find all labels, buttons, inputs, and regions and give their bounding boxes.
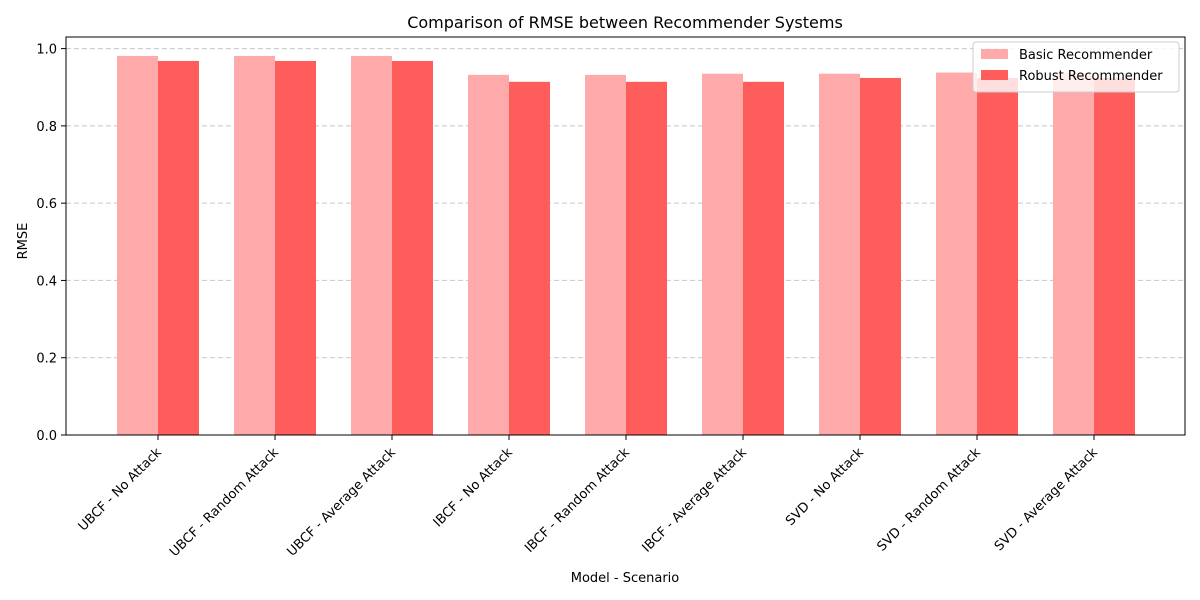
x-axis-label: Model - Scenario <box>571 571 680 586</box>
bar-basic <box>819 73 860 435</box>
bar-robust <box>158 60 199 436</box>
bar-basic <box>1053 72 1094 436</box>
legend-swatch <box>981 49 1008 59</box>
y-tick-label: 0.8 <box>36 120 57 135</box>
x-tick-label: UBCF - Average Attack <box>284 445 399 560</box>
bar-basic <box>702 73 743 435</box>
bar-robust <box>1094 77 1135 435</box>
x-tick-label: IBCF - Average Attack <box>639 445 750 556</box>
x-tick-label: SVD - Random Attack <box>875 445 985 555</box>
bars <box>117 55 1135 436</box>
x-tick-label: UBCF - No Attack <box>76 445 165 534</box>
bar-robust <box>860 77 901 435</box>
y-tick-label: 0.0 <box>36 429 57 444</box>
legend: Basic Recommender Robust Recommender <box>972 41 1180 93</box>
bar-basic <box>117 55 158 435</box>
x-axis: UBCF - No Attack UBCF - Random Attack UBCF… <box>76 435 1101 560</box>
bar-robust <box>275 60 316 436</box>
bar-robust <box>743 81 784 435</box>
bar-basic <box>468 74 509 436</box>
y-tick-label: 0.2 <box>36 352 57 367</box>
y-tick-label: 0.4 <box>36 274 57 289</box>
legend-swatch <box>981 70 1008 80</box>
legend-label: Basic Recommender <box>1019 48 1153 63</box>
x-tick-label: SVD - Average Attack <box>992 445 1101 554</box>
x-tick-label: SVD - No Attack <box>783 445 867 529</box>
bar-basic <box>351 55 392 435</box>
bar-basic <box>234 55 275 435</box>
bar-robust <box>977 77 1018 435</box>
x-tick-label: UBCF - Random Attack <box>167 445 282 560</box>
x-tick-label: IBCF - Random Attack <box>522 445 633 556</box>
y-tick-label: 1.0 <box>36 43 57 58</box>
bar-robust <box>626 81 667 435</box>
y-tick-label: 0.6 <box>36 197 57 212</box>
y-axis: 0.0 0.2 0.4 0.6 0.8 1.0 <box>36 43 66 444</box>
legend-box <box>972 41 1180 93</box>
bar-basic <box>936 72 977 436</box>
bar-robust <box>509 81 550 435</box>
y-axis-label: RMSE <box>16 223 31 260</box>
bar-robust <box>392 60 433 436</box>
x-tick-label: IBCF - No Attack <box>431 445 516 530</box>
bar-basic <box>585 74 626 436</box>
legend-label: Robust Recommender <box>1019 69 1163 84</box>
chart-title: Comparison of RMSE between Recommender S… <box>407 13 843 32</box>
